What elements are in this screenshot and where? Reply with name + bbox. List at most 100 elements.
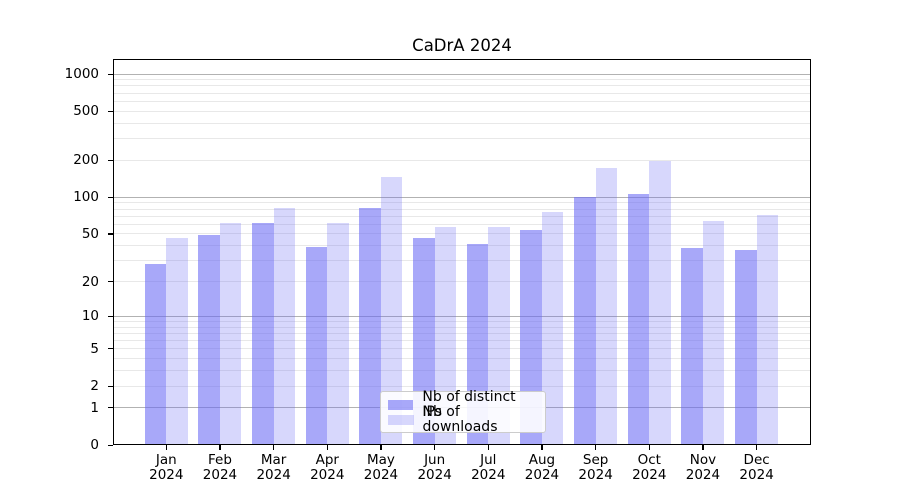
gridline-600	[113, 100, 811, 102]
x-tick-mark-7	[541, 445, 543, 450]
y-tick-label-1: 1	[90, 399, 99, 416]
x-tick-label-2: Mar 2024	[256, 452, 291, 483]
gridline-90	[113, 202, 811, 204]
y-tick-mark-1000	[108, 73, 113, 75]
x-tick-mark-4	[380, 445, 382, 450]
bar-downloads-10	[702, 220, 725, 445]
x-tick-label-9: Oct 2024	[632, 452, 667, 483]
gridline-9	[113, 320, 811, 322]
y-tick-mark-1	[108, 407, 113, 409]
gridline-2	[113, 385, 811, 387]
bar-downloads-4	[380, 177, 403, 445]
gridline-40	[113, 245, 811, 247]
y-tick-label-50: 50	[81, 225, 99, 242]
gridline-1000	[113, 73, 811, 75]
bar-downloads-2	[273, 208, 296, 445]
y-tick-mark-10	[108, 315, 113, 317]
x-tick-mark-10	[702, 445, 704, 450]
y-tick-mark-20	[108, 281, 113, 283]
y-tick-label-20: 20	[81, 273, 99, 290]
gridline-4	[113, 358, 811, 360]
gridline-800	[113, 85, 811, 87]
x-tick-label-1: Feb 2024	[202, 452, 238, 483]
gridline-8	[113, 326, 811, 328]
bar-downloads-9	[649, 160, 671, 445]
y-tick-label-2: 2	[90, 378, 99, 394]
plot-area: 0 1 2 5 10 20 50 100 200 500 1000 Jan 2024 Feb 2024…	[65, 59, 811, 483]
y-tick-label-200: 200	[73, 152, 99, 169]
gridline-10	[113, 315, 811, 317]
y-tick-label-5: 5	[90, 340, 99, 357]
bar-downloads-7	[541, 211, 564, 445]
x-tick-mark-5	[434, 445, 436, 450]
x-tick-label-7: Aug 2024	[524, 452, 560, 483]
x-tick-mark-0	[165, 445, 167, 450]
y-tick-label-1000: 1000	[64, 66, 99, 83]
bar-downloads-8	[595, 168, 618, 445]
y-tick-mark-2	[108, 385, 113, 387]
bar-ips-9	[627, 194, 650, 445]
x-tick-label-8: Sep 2024	[578, 452, 613, 483]
bar-ips-10	[681, 248, 703, 445]
y-tick-label-100: 100	[73, 189, 99, 206]
gridline-70	[113, 215, 811, 217]
gridline-50	[113, 233, 811, 235]
bar-downloads-3	[327, 223, 349, 445]
y-tick-mark-500	[108, 110, 113, 112]
x-tick-mark-9	[648, 445, 650, 450]
y-tick-label-0: 0	[90, 437, 99, 453]
x-tick-label-4: May 2024	[363, 452, 399, 483]
y-tick-label-500: 500	[73, 103, 99, 120]
legend-label-distinct-ips: Nb of distinct IPs	[422, 388, 516, 420]
x-tick-label-3: Apr 2024	[310, 452, 345, 483]
y-tick-mark-200	[108, 159, 113, 161]
x-tick-mark-2	[273, 445, 275, 450]
gridline-80	[113, 208, 811, 210]
y-tick-mark-5	[108, 348, 113, 350]
bar-downloads-11	[756, 215, 779, 445]
bar-downloads-6	[488, 226, 510, 445]
x-tick-mark-6	[487, 445, 489, 450]
y-tick-mark-50	[108, 233, 113, 235]
gridline-60	[113, 223, 811, 225]
x-tick-label-0: Jan 2024	[149, 452, 184, 483]
legend-swatch-downloads	[388, 414, 414, 425]
gridline-400	[113, 122, 811, 124]
chart-title: CaDrA 2024	[412, 36, 512, 55]
x-tick-label-5: Jun 2024	[417, 452, 452, 483]
x-tick-label-10: Nov 2024	[685, 452, 721, 483]
y-tick-mark-0	[108, 444, 113, 446]
gridline-300	[113, 138, 811, 140]
gridline-20	[113, 281, 811, 283]
bar-ips-2	[252, 222, 274, 445]
x-tick-mark-1	[219, 445, 221, 450]
x-tick-label-6: Jul 2024	[471, 452, 506, 483]
gridline-3	[113, 370, 811, 372]
bar-downloads-5	[434, 226, 457, 445]
gridline-7	[113, 332, 811, 334]
bar-ips-11	[735, 249, 757, 445]
legend-item-distinct-ips: Nb of distinct IPs	[388, 389, 537, 419]
bar-ips-4	[359, 207, 381, 445]
bar-downloads-1	[219, 223, 242, 445]
bar-ips-3	[305, 246, 328, 445]
gridline-30	[113, 260, 811, 262]
gridline-500	[113, 110, 811, 112]
x-tick-mark-11	[756, 445, 758, 450]
y-tick-label-10: 10	[81, 308, 99, 325]
legend-swatch-distinct-ips	[388, 399, 414, 410]
bar-downloads-0	[166, 238, 188, 445]
gridline-5	[113, 348, 811, 350]
gridline-200	[113, 159, 811, 161]
y-tick-mark-100	[108, 196, 113, 198]
legend: Nb of distinct IPs Nb of downloads	[380, 389, 546, 434]
bar-ips-0	[144, 264, 167, 445]
gridline-900	[113, 79, 811, 81]
legend-item-downloads: Nb of downloads	[388, 404, 537, 434]
bar-ips-8	[574, 196, 596, 445]
gridline-700	[113, 92, 811, 94]
bar-ips-1	[198, 234, 220, 445]
gridline-100	[113, 196, 811, 198]
x-tick-label-11: Dec 2024	[739, 452, 774, 483]
